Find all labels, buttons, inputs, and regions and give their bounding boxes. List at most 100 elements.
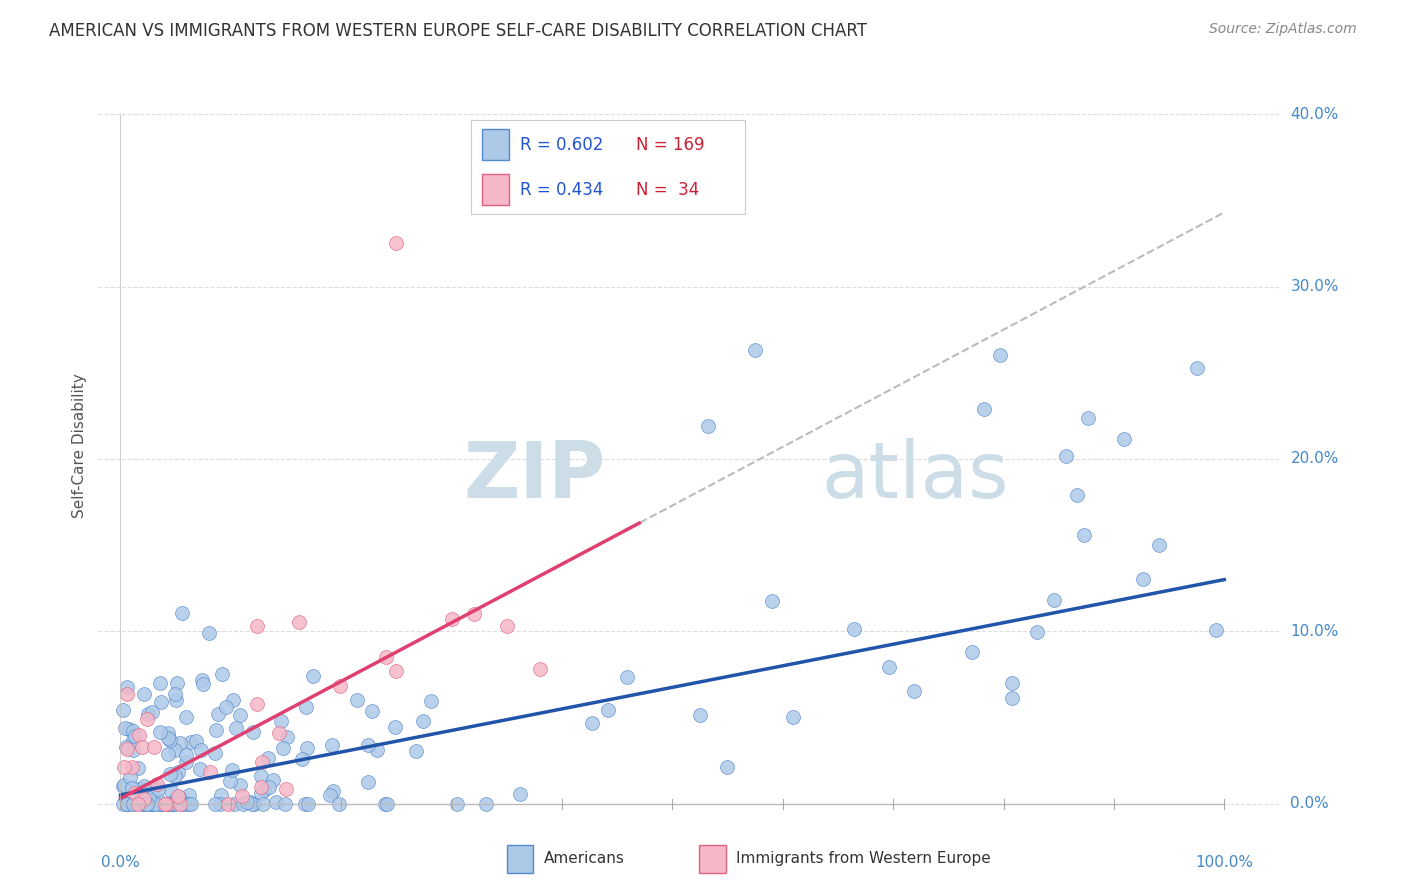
Point xyxy=(165,797,187,811)
Point xyxy=(276,731,298,745)
Point xyxy=(221,763,243,777)
Point xyxy=(184,734,207,748)
Point xyxy=(125,782,148,797)
Point xyxy=(782,710,804,724)
Point xyxy=(115,797,138,811)
Point xyxy=(167,789,190,803)
Point xyxy=(114,721,136,735)
Point xyxy=(114,740,136,755)
Point xyxy=(761,594,783,608)
Text: N = 169: N = 169 xyxy=(636,136,704,153)
Point xyxy=(242,725,264,739)
Point xyxy=(446,797,468,811)
Point xyxy=(169,797,191,811)
Point xyxy=(115,797,138,811)
Point xyxy=(744,343,766,357)
Point xyxy=(115,687,138,701)
Point xyxy=(218,773,240,788)
Point xyxy=(124,786,146,800)
Point xyxy=(222,797,245,811)
Point xyxy=(179,797,201,811)
Text: Americans: Americans xyxy=(544,852,626,866)
Point xyxy=(163,743,186,757)
Point xyxy=(157,797,180,811)
Point xyxy=(385,236,408,251)
Point xyxy=(142,780,165,795)
Point xyxy=(232,797,254,811)
Point xyxy=(167,789,190,804)
Point xyxy=(257,751,280,765)
Point xyxy=(235,795,257,809)
Text: ZIP: ZIP xyxy=(464,438,606,514)
Point xyxy=(291,752,314,766)
Point xyxy=(122,733,145,747)
Point xyxy=(141,705,163,719)
Point xyxy=(246,619,269,633)
Point xyxy=(170,797,193,811)
Point xyxy=(166,764,188,779)
Text: 0.0%: 0.0% xyxy=(101,855,139,871)
Point xyxy=(112,778,135,792)
Point xyxy=(405,744,427,758)
Point xyxy=(142,797,165,811)
Point xyxy=(159,797,181,811)
Point xyxy=(1132,572,1154,586)
Point xyxy=(198,626,221,640)
Point xyxy=(509,787,531,801)
Point xyxy=(143,739,166,754)
Point xyxy=(156,726,179,740)
Point xyxy=(294,797,316,811)
Point xyxy=(198,765,221,780)
Point xyxy=(127,797,149,811)
Point xyxy=(142,797,165,811)
Point xyxy=(174,747,197,762)
Point xyxy=(250,786,273,800)
Point xyxy=(180,797,202,811)
Point xyxy=(159,733,181,747)
Point xyxy=(150,797,173,811)
Point xyxy=(131,797,153,811)
Point xyxy=(1026,625,1049,640)
Point xyxy=(180,735,202,749)
Point xyxy=(190,673,212,688)
Point xyxy=(208,797,231,811)
Point xyxy=(225,722,247,736)
Point xyxy=(385,664,408,678)
Point xyxy=(115,680,138,694)
Point xyxy=(215,699,238,714)
Point xyxy=(1205,623,1227,637)
Point xyxy=(529,662,551,676)
Point xyxy=(174,797,197,811)
Point xyxy=(129,781,152,796)
Point xyxy=(111,797,134,811)
Point xyxy=(149,724,172,739)
Point xyxy=(132,687,155,701)
Point xyxy=(1001,676,1024,690)
Point xyxy=(374,797,396,811)
Point xyxy=(169,737,191,751)
Point xyxy=(288,615,311,629)
Point xyxy=(121,781,143,796)
Point xyxy=(150,797,173,811)
Point xyxy=(243,797,266,811)
Point xyxy=(328,797,350,811)
Point xyxy=(138,797,160,811)
Point xyxy=(139,797,162,811)
Point xyxy=(118,770,141,784)
Point xyxy=(412,714,434,728)
Point xyxy=(357,775,380,789)
Point xyxy=(321,739,343,753)
Point xyxy=(1001,691,1024,706)
Point xyxy=(879,660,901,674)
Point xyxy=(152,797,174,811)
Point xyxy=(138,791,160,805)
Point xyxy=(122,797,145,811)
Point xyxy=(122,724,145,739)
Point xyxy=(844,623,866,637)
Text: 100.0%: 100.0% xyxy=(1195,855,1253,871)
Point xyxy=(115,742,138,756)
Point xyxy=(135,712,157,726)
Point xyxy=(346,693,368,707)
Point xyxy=(166,792,188,806)
Point xyxy=(229,707,252,722)
